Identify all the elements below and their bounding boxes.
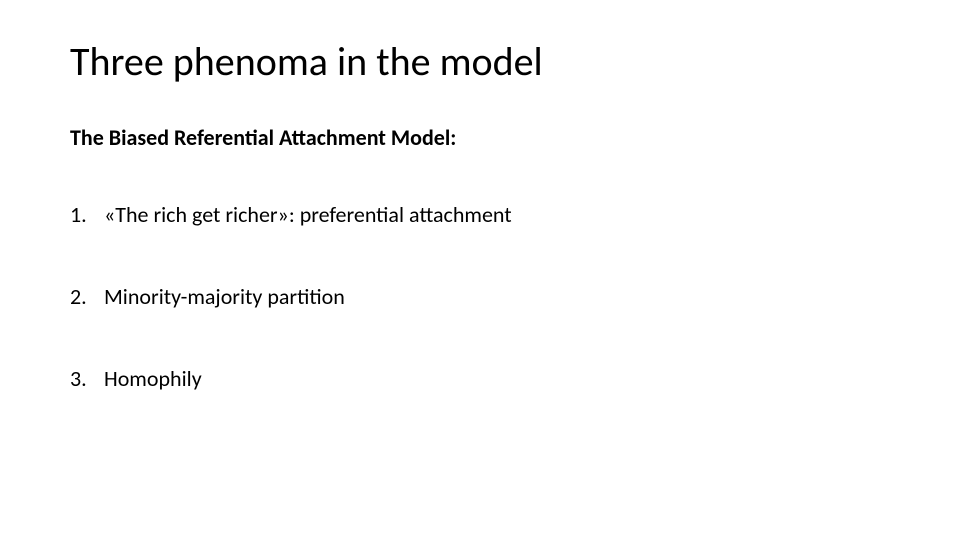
list-item: 3. Homophily bbox=[70, 365, 900, 392]
list-item: 2. Minority-majority partition bbox=[70, 283, 900, 310]
slide-subtitle: The Biased Referential Attachment Model: bbox=[70, 124, 900, 151]
list-item-number: 1. bbox=[70, 201, 104, 228]
list-item-text: «The rich get richer»: preferential atta… bbox=[104, 201, 512, 228]
list-item-number: 2. bbox=[70, 283, 104, 310]
list-item-number: 3. bbox=[70, 365, 104, 392]
list-item: 1. «The rich get richer»: preferential a… bbox=[70, 201, 900, 228]
slide-title: Three phenoma in the model bbox=[70, 40, 900, 84]
slide-list: 1. «The rich get richer»: preferential a… bbox=[70, 201, 900, 392]
list-item-text: Minority-majority partition bbox=[104, 283, 345, 310]
slide: Three phenoma in the model The Biased Re… bbox=[0, 0, 960, 540]
list-item-text: Homophily bbox=[104, 365, 202, 392]
